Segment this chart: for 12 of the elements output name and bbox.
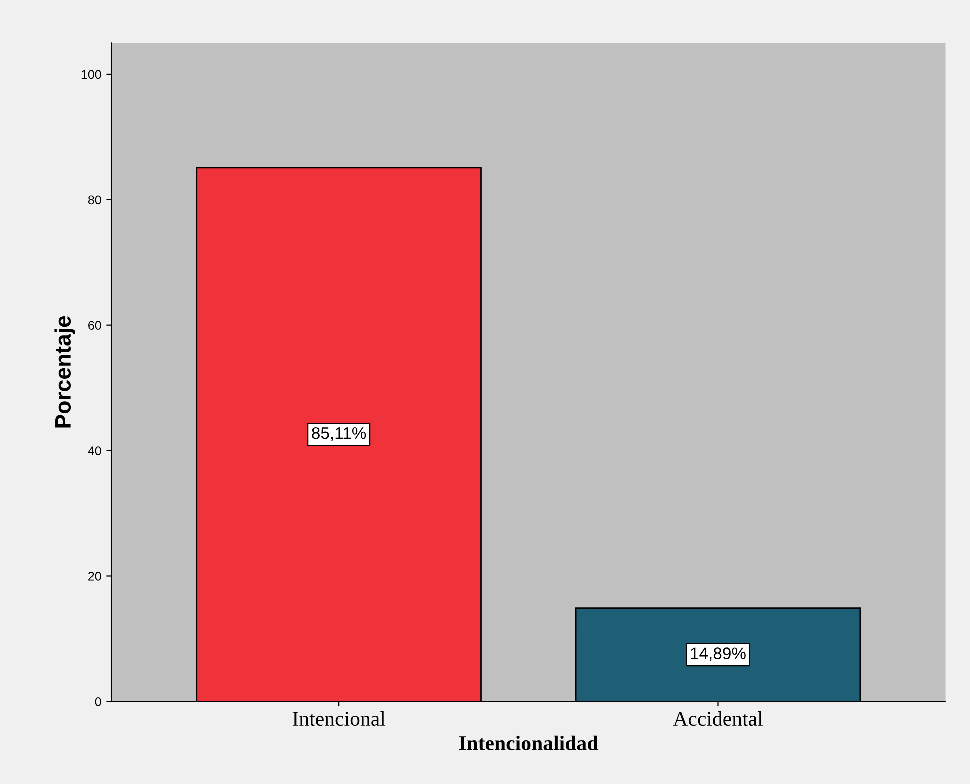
- y-tick-label: 20: [88, 572, 102, 581]
- y-tick-label: 80: [88, 196, 102, 205]
- y-tick-label: 100: [82, 70, 102, 80]
- y-tick-label: 40: [88, 446, 102, 456]
- y-tick-label: 60: [88, 321, 102, 330]
- y-axis-title: Porcentaje: [54, 316, 76, 428]
- data-label: 14,89%: [691, 648, 746, 662]
- y-tick-label: 0: [95, 697, 102, 706]
- x-tick-label: Intencional: [292, 711, 386, 726]
- x-axis-title: Intencionalidad: [459, 736, 598, 751]
- data-label: 85,11%: [312, 427, 366, 442]
- x-tick-label: Accidental: [673, 711, 763, 726]
